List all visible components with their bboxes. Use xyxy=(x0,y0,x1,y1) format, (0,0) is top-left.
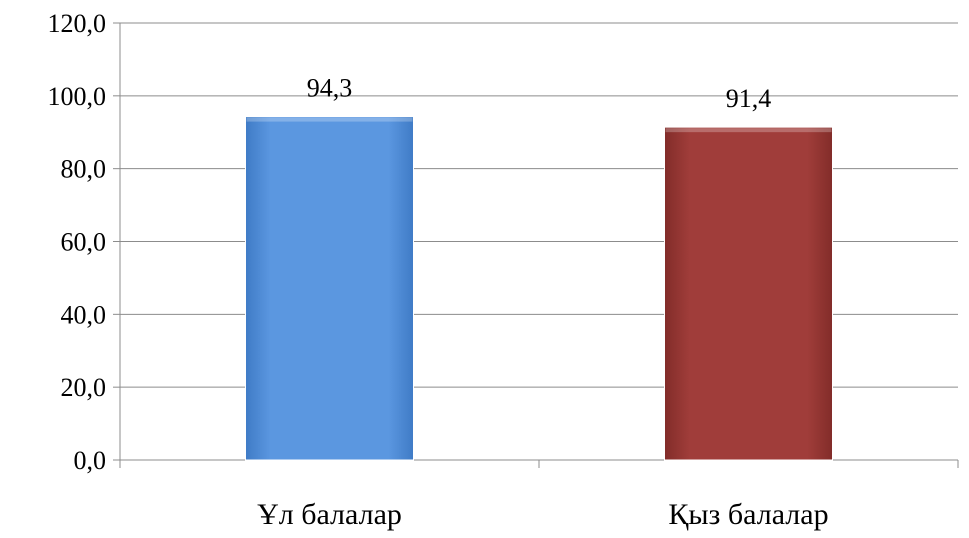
bar-highlight xyxy=(665,128,832,133)
bars xyxy=(245,116,833,461)
y-tick-label: 40,0 xyxy=(61,300,107,329)
labels: 0,0 20,0 40,0 60,0 80,0 100,0 120,0 94,3 Ұл бала… xyxy=(48,9,829,531)
y-tick-label: 0,0 xyxy=(74,446,107,475)
x-category-label: Ұл балалар xyxy=(257,498,402,531)
data-label: 91,4 xyxy=(726,84,772,113)
y-tick-label: 80,0 xyxy=(61,155,107,184)
data-label: 94,3 xyxy=(307,74,353,103)
x-category-label: Қыз балалар xyxy=(668,498,828,531)
y-tick-label: 20,0 xyxy=(61,373,107,402)
y-tick-label: 60,0 xyxy=(61,228,107,257)
bar-highlight xyxy=(246,117,413,122)
y-tick-label: 100,0 xyxy=(48,82,107,111)
bar-1 xyxy=(245,116,414,461)
y-tick-label: 120,0 xyxy=(48,9,107,38)
bar-2 xyxy=(664,126,833,461)
